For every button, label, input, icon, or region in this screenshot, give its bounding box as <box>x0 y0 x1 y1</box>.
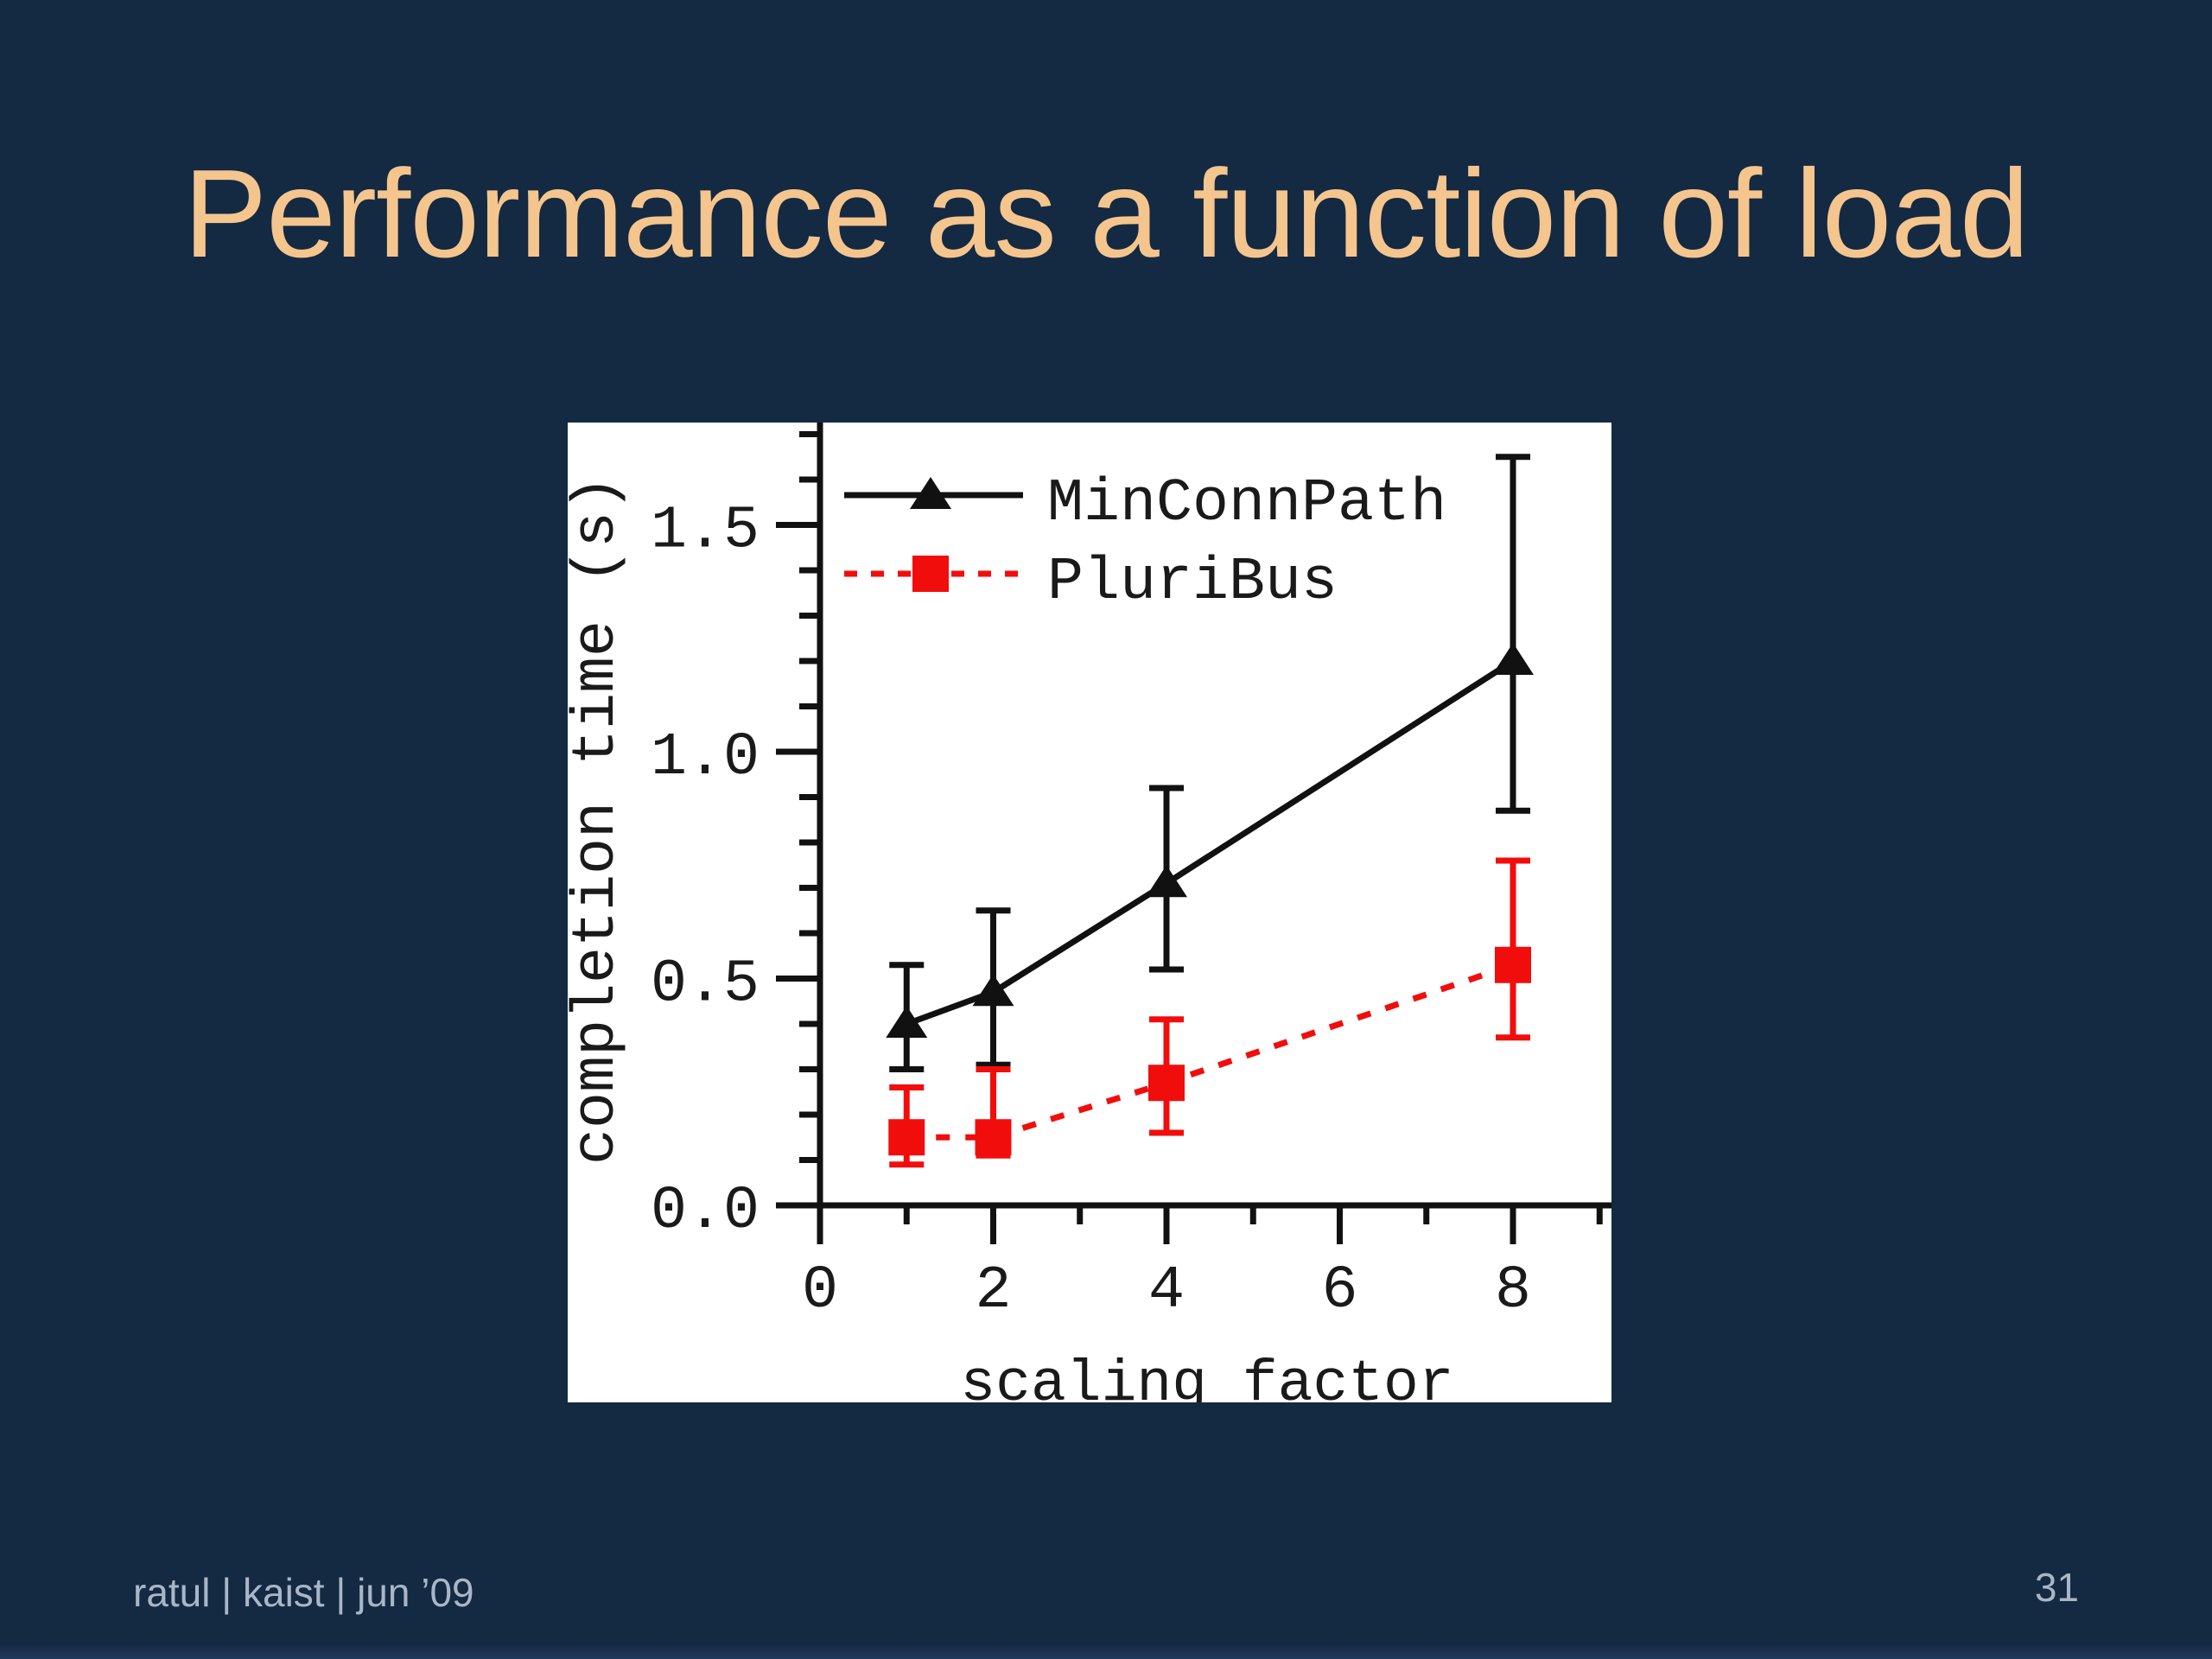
x-tick-label: 2 <box>975 1257 1011 1325</box>
x-axis-title: scaling factor <box>960 1351 1453 1402</box>
legend-label: PluriBus <box>1047 549 1338 617</box>
legend-square-marker <box>912 556 949 592</box>
legend-entry-pluribus: PluriBus <box>844 549 1338 617</box>
triangle-marker <box>972 974 1014 1007</box>
x-tick-label: 6 <box>1321 1257 1357 1325</box>
error-bars-pluribus <box>889 857 1530 1168</box>
y-axis-title: completion time (s) <box>568 475 632 1165</box>
y-tick-label: 0.0 <box>651 1178 760 1246</box>
square-marker <box>1148 1065 1185 1102</box>
triangle-marker <box>886 1006 928 1038</box>
slide-title: Performance as a function of load <box>183 143 2029 283</box>
bottom-strip <box>0 1643 2212 1659</box>
page-number: 31 <box>2034 1565 2079 1610</box>
footer-credits: ratul | kaist | jun ’09 <box>133 1570 474 1615</box>
triangle-marker <box>1146 865 1187 898</box>
markers-minconnpath <box>886 643 1534 1038</box>
x-tick-label: 0 <box>802 1257 838 1325</box>
x-tick-label: 4 <box>1148 1257 1185 1325</box>
y-tick-label: 1.0 <box>651 724 760 792</box>
line-pluribus <box>906 962 1515 1141</box>
x-tick-label: 8 <box>1495 1257 1531 1325</box>
performance-chart: 0 2 4 6 8 0.0 0.5 1.0 1.5 scaling factor completio… <box>568 423 1611 1402</box>
square-marker <box>975 1119 1012 1156</box>
series-minconnpath <box>886 454 1534 1072</box>
legend-triangle-marker <box>910 477 951 509</box>
markers-pluribus <box>888 946 1531 1156</box>
triangle-marker <box>1492 643 1534 675</box>
x-ticks: 0 2 4 6 8 <box>802 1205 1603 1325</box>
y-tick-label: 1.5 <box>651 498 760 566</box>
square-marker <box>1495 946 1531 983</box>
series-pluribus <box>888 857 1531 1168</box>
y-tick-label: 0.5 <box>651 951 760 1020</box>
square-marker <box>888 1119 925 1156</box>
line-minconnpath <box>906 658 1515 1027</box>
legend: MinConnPath PluriBus <box>844 470 1446 617</box>
legend-entry-minconnpath: MinConnPath <box>844 470 1446 538</box>
legend-label: MinConnPath <box>1047 470 1446 538</box>
y-ticks: 0.0 0.5 1.0 1.5 <box>651 431 820 1246</box>
chart-panel: 0 2 4 6 8 0.0 0.5 1.0 1.5 scaling factor completio… <box>568 423 1611 1402</box>
axes <box>776 423 1611 1209</box>
